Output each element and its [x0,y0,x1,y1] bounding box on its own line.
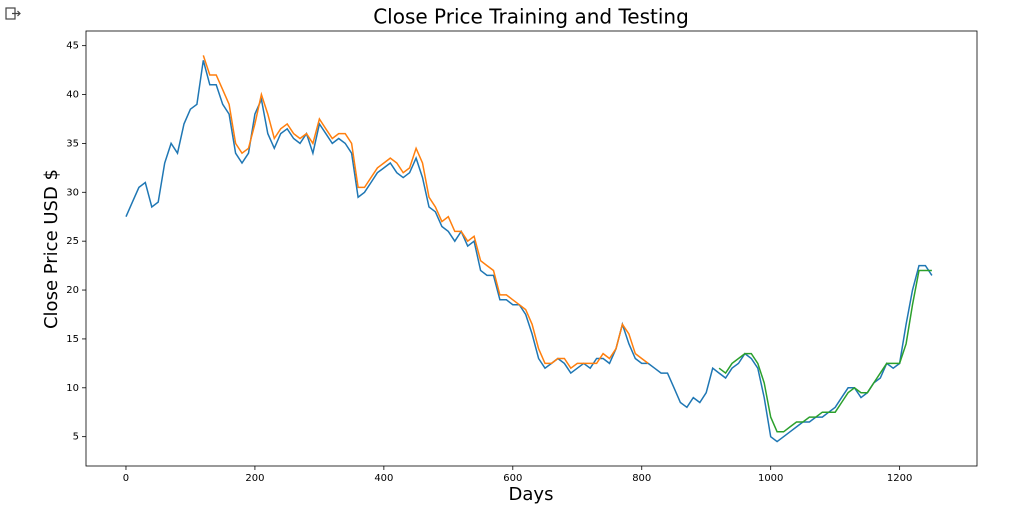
x-axis-label: Days [509,484,554,505]
y-tick-label: 15 [66,334,79,345]
x-tick-label: 800 [632,473,651,484]
y-tick-label: 35 [66,138,79,149]
x-tick-label: 600 [503,473,522,484]
line-series [202,55,649,370]
y-tick-label: 20 [66,285,79,296]
y-tick-label: 10 [66,383,79,394]
export-icon[interactable] [5,7,21,20]
x-tick-label: 0 [123,473,129,484]
axes-frame [85,30,978,467]
line-series [125,60,933,443]
x-tick-label: 1200 [887,473,912,484]
y-tick-label: 5 [73,432,79,443]
y-tick-label: 30 [66,187,79,198]
x-tick-label: 200 [245,473,264,484]
y-tick-label: 25 [66,236,79,247]
chart-title: Close Price Training and Testing [373,5,689,29]
y-axis-label: Close Price USD $ [41,169,62,329]
y-tick-label: 45 [66,41,79,52]
line-series [718,269,932,433]
x-tick-label: 400 [374,473,393,484]
x-tick-label: 1000 [758,473,783,484]
y-tick-label: 40 [66,90,79,101]
